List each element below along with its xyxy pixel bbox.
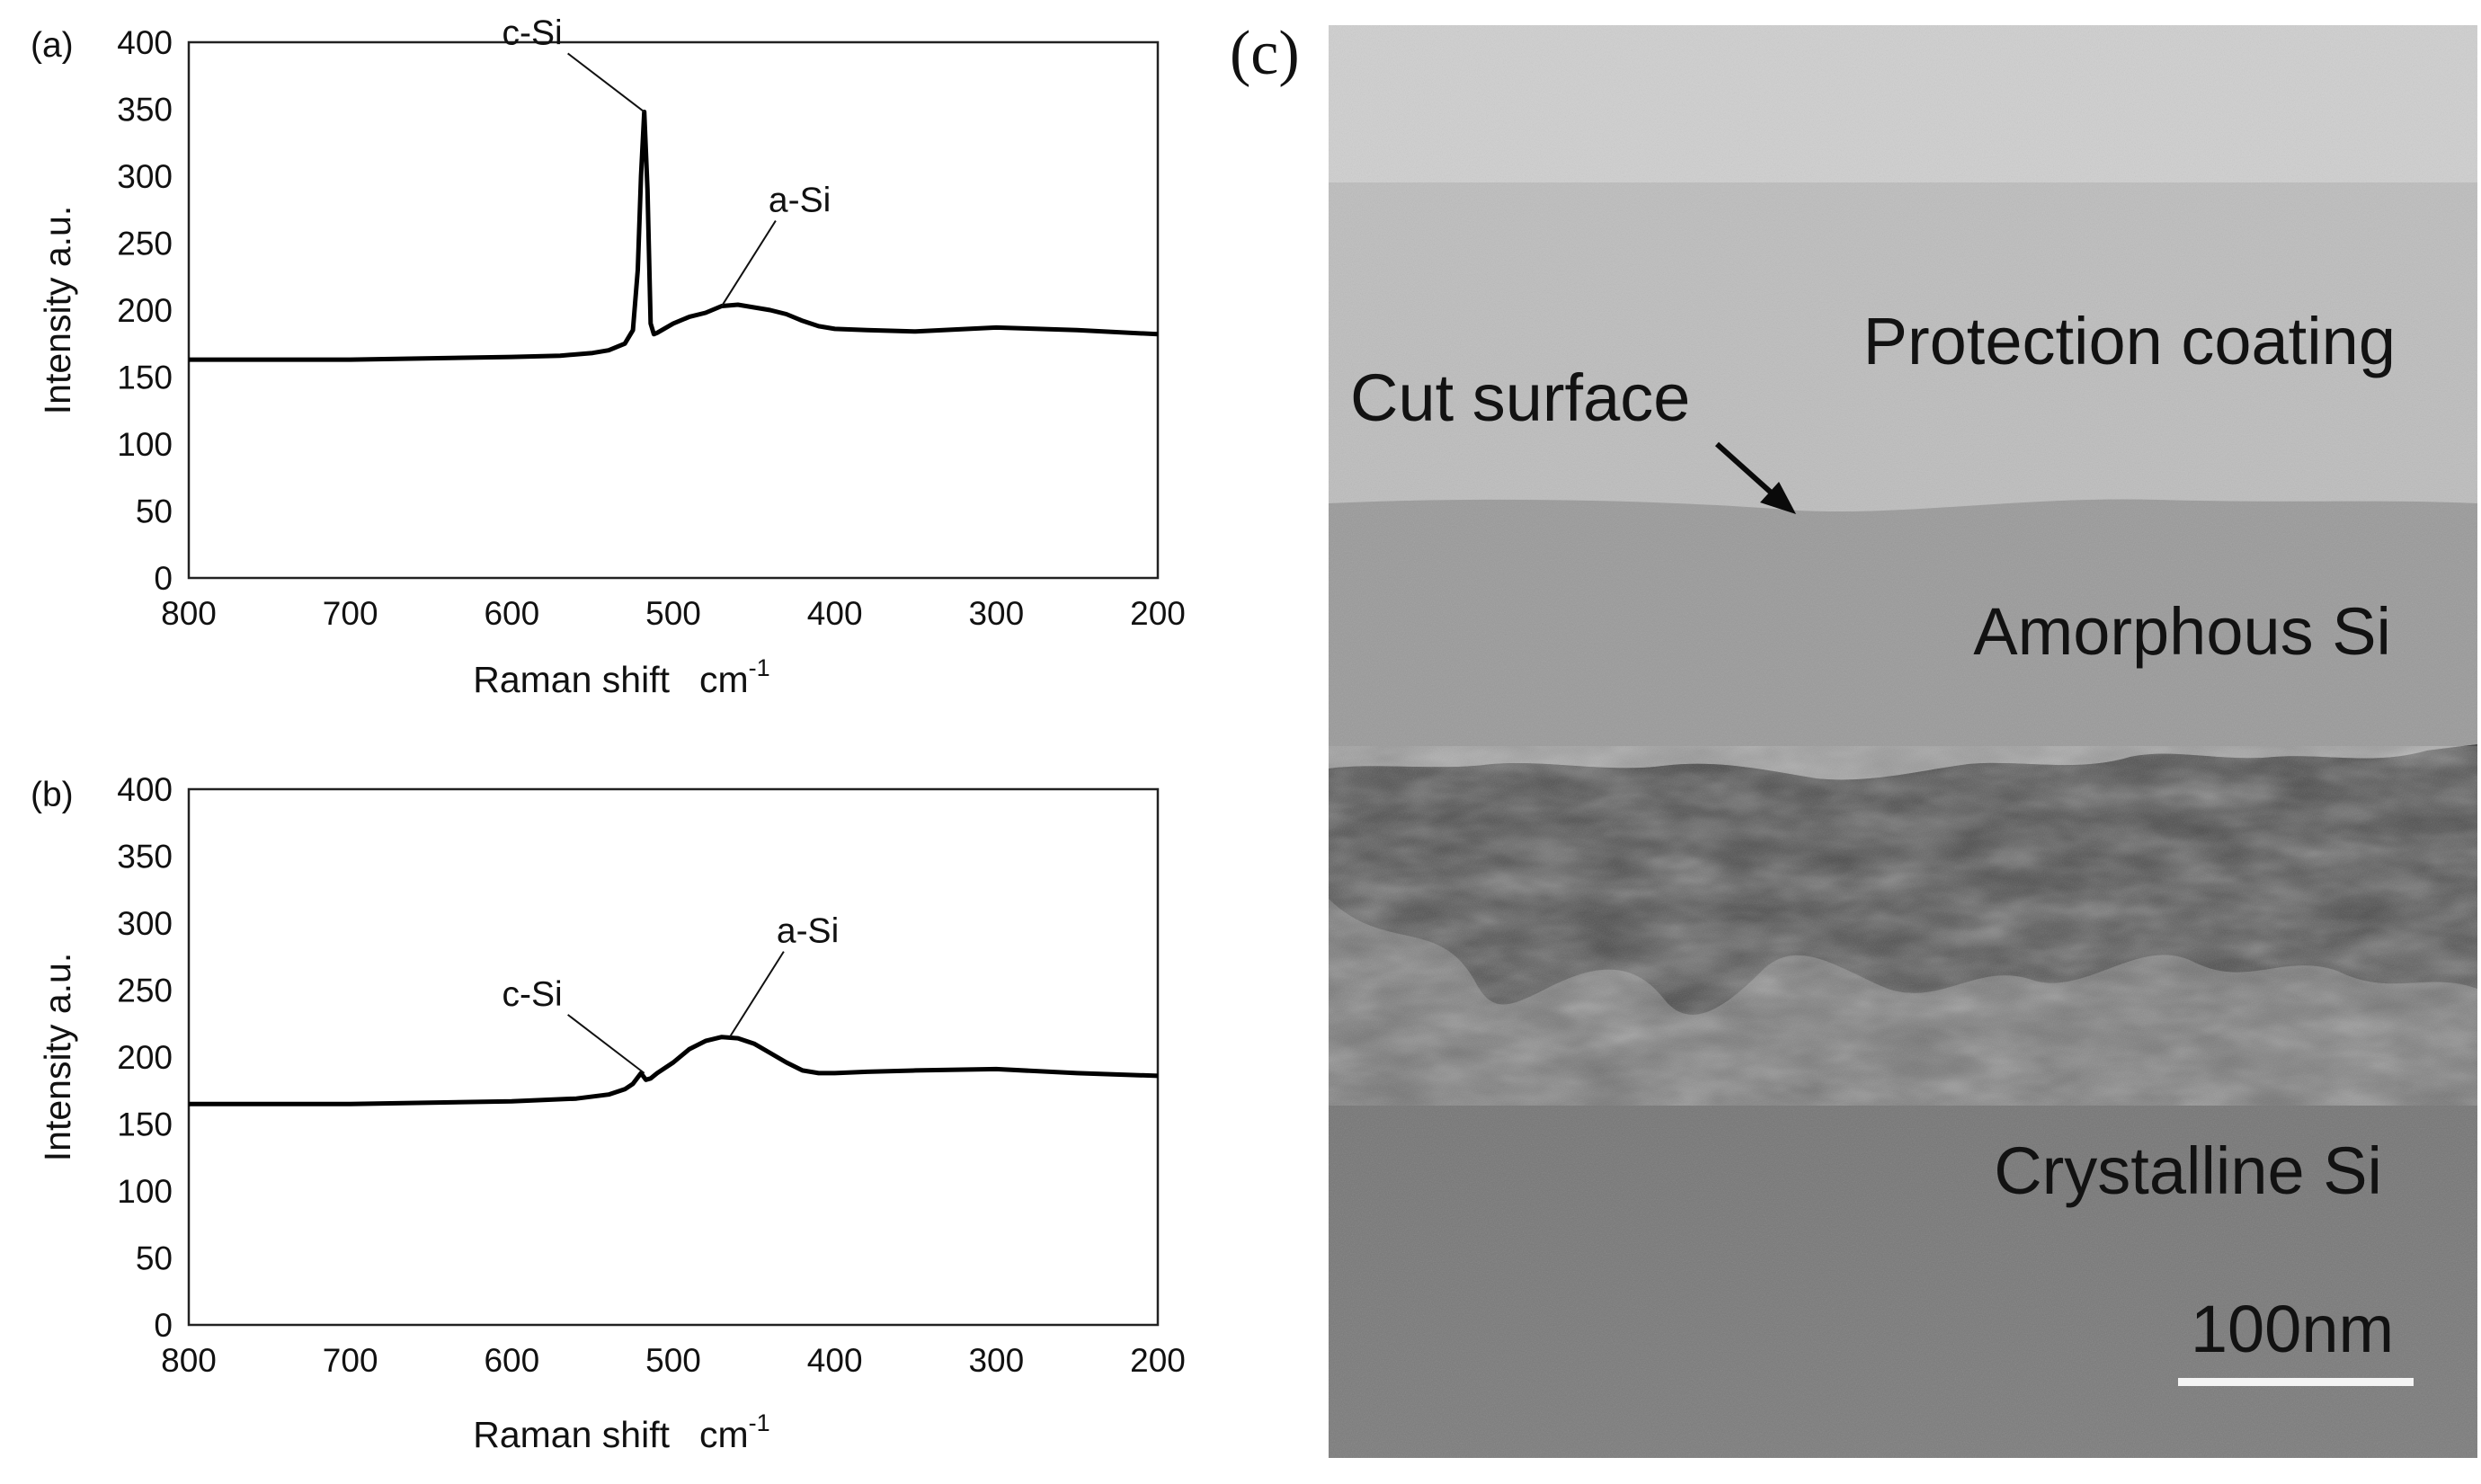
plot-frame-b <box>187 787 1160 1327</box>
y-tick-label: 300 <box>117 905 173 942</box>
scale-bar <box>2178 1378 2414 1386</box>
y-tick-label: 350 <box>117 92 173 129</box>
annotation-c-si: c-Si <box>502 975 562 1014</box>
y-tick-label: 150 <box>117 1106 173 1143</box>
tem-micrograph: Protection coating Cut surface Amorphous… <box>1329 25 2477 1458</box>
annotation-c-si: c-Si <box>502 13 562 52</box>
amorphous-si-label: Amorphous Si <box>1973 594 2391 669</box>
crystalline-si-label: Crystalline Si <box>1994 1133 2382 1208</box>
x-tick-label: 600 <box>484 595 539 632</box>
y-ticks-a: 0 50 100 150 200 250 300 350 400 <box>117 24 173 597</box>
y-tick-label: 0 <box>154 560 173 597</box>
y-tick-label: 250 <box>117 226 173 262</box>
plot-frame-a <box>187 40 1160 580</box>
x-tick-label: 200 <box>1130 1342 1186 1379</box>
y-tick-label: 200 <box>117 292 173 329</box>
annotation-leader <box>721 219 777 307</box>
y-tick-label: 250 <box>117 973 173 1009</box>
y-tick-label: 0 <box>154 1307 173 1344</box>
x-axis-unit-a: cm-1 <box>699 654 770 700</box>
raman-spectrum-b <box>189 1035 1159 1106</box>
x-ticks-a: 800 700 600 500 400 300 200 <box>161 595 1186 632</box>
x-tick-label: 800 <box>161 595 217 632</box>
x-tick-label: 400 <box>807 1342 863 1379</box>
annotation-leader <box>567 52 645 113</box>
x-tick-label: 400 <box>807 595 863 632</box>
x-tick-label: 200 <box>1130 595 1186 632</box>
annotation-a-si: a-Si <box>777 912 839 951</box>
y-tick-label: 100 <box>117 426 173 463</box>
annotations-b: c-Si a-Si <box>502 912 839 1074</box>
y-tick-label: 50 <box>136 493 173 530</box>
x-axis-unit-exp-b: -1 <box>749 1409 770 1436</box>
raman-chart-a: (a) 0 50 100 150 200 250 300 350 400 800 700 600 50… <box>31 13 1186 700</box>
panel-label-a: (a) <box>31 26 74 65</box>
cut-surface-arrow <box>1714 441 1796 514</box>
y-tick-label: 400 <box>117 771 173 808</box>
y-tick-label: 100 <box>117 1173 173 1210</box>
protection-coating-label: Protection coating <box>1863 304 2396 378</box>
x-tick-label: 300 <box>968 1342 1024 1379</box>
raman-spectrum-a <box>189 110 1159 362</box>
annotation-leader <box>729 951 785 1038</box>
x-ticks-b: 800 700 600 500 400 300 200 <box>161 1342 1186 1379</box>
tem-grain-texture <box>1329 25 2477 1458</box>
y-tick-label: 350 <box>117 839 173 875</box>
x-tick-label: 500 <box>645 595 701 632</box>
y-tick-label: 300 <box>117 158 173 195</box>
x-axis-unit-b: cm-1 <box>699 1409 770 1455</box>
x-tick-label: 300 <box>968 595 1024 632</box>
y-tick-label: 400 <box>117 24 173 61</box>
x-tick-label: 700 <box>323 1342 378 1379</box>
x-tick-label: 800 <box>161 1342 217 1379</box>
y-ticks-b: 0 50 100 150 200 250 300 350 400 <box>117 771 173 1344</box>
annotations-a: c-Si a-Si <box>502 13 831 307</box>
annotation-leader <box>567 1014 645 1074</box>
raman-chart-b: (b) 0 50 100 150 200 250 300 350 400 800 700 600 50… <box>31 771 1186 1455</box>
x-axis-unit-exp-a: -1 <box>749 654 770 681</box>
y-tick-label: 200 <box>117 1039 173 1076</box>
annotation-a-si: a-Si <box>769 182 831 220</box>
x-axis-label-a: Raman shift <box>473 659 670 700</box>
scale-bar-label: 100nm <box>2191 1292 2394 1366</box>
y-tick-label: 150 <box>117 360 173 396</box>
panel-label-b: (b) <box>31 776 74 814</box>
y-axis-label-b: Intensity a.u. <box>37 953 78 1161</box>
y-axis-label-a: Intensity a.u. <box>37 206 78 414</box>
cut-surface-label: Cut surface <box>1350 360 1690 435</box>
x-tick-label: 600 <box>484 1342 539 1379</box>
x-tick-label: 500 <box>645 1342 701 1379</box>
panel-label-c: (c) <box>1230 19 1300 88</box>
x-axis-label-b: Raman shift <box>473 1414 670 1455</box>
x-tick-label: 700 <box>323 595 378 632</box>
y-tick-label: 50 <box>136 1240 173 1277</box>
